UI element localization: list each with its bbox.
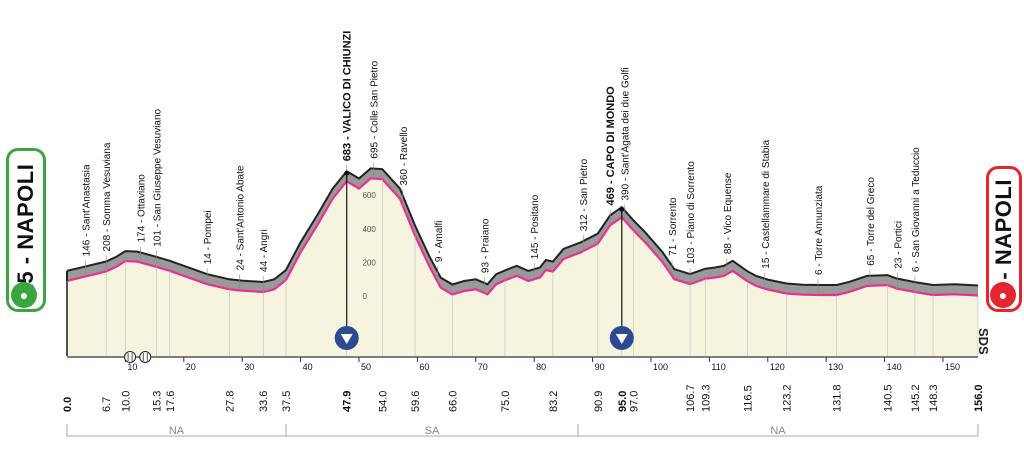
- place-label: 6 - Torre Annunziata: [814, 185, 825, 275]
- altitude-tick-label: 0: [362, 292, 367, 301]
- x-tick-label: 80: [536, 362, 546, 372]
- x-tick-label: 30: [244, 362, 254, 372]
- feed-zone-icon: [139, 351, 152, 363]
- feed-zone-icon: [124, 351, 137, 363]
- km-label: 33.6: [258, 391, 270, 412]
- x-tick-label: 50: [361, 362, 371, 372]
- km-label: 83.2: [548, 391, 560, 412]
- place-label: 93 - Praiano: [481, 218, 492, 273]
- km-label: 106.7: [685, 384, 697, 412]
- x-tick-label: 60: [419, 362, 429, 372]
- x-tick-label: 70: [478, 362, 488, 372]
- x-tick-label: 40: [303, 362, 313, 372]
- place-label: 390 - Sant'Agata dei due Golfi: [621, 67, 632, 200]
- climb-chevron-icon: [615, 334, 628, 344]
- km-label: 156.0: [973, 384, 985, 412]
- place-label: 146 - Sant'Anastasia: [82, 164, 93, 256]
- place-label: 65 - Torre del Greco: [866, 177, 877, 266]
- km-label: 47.9: [342, 391, 354, 412]
- place-label: 469 - CAPO DI MONDO: [605, 86, 617, 206]
- x-tick-label: 120: [770, 362, 785, 372]
- region-bracket: [577, 424, 979, 437]
- place-label: 15 - Castellammare di Stabia: [761, 139, 772, 268]
- x-tick-label: 100: [653, 362, 668, 372]
- km-label: 10.0: [120, 391, 132, 412]
- profile-body: [67, 178, 978, 356]
- place-label: 360 - Ravello: [399, 126, 410, 185]
- cyclist-start-icon: ●: [11, 282, 37, 308]
- km-label: 90.9: [593, 391, 605, 412]
- region-label: SA: [425, 425, 440, 437]
- x-tick-label: 90: [595, 362, 605, 372]
- x-tick-label: 110: [711, 362, 725, 372]
- route-line: [66, 177, 979, 297]
- altitude-tick-label: 600: [362, 191, 376, 200]
- place-label: 24 - Sant'Antonio Abate: [235, 165, 246, 270]
- altitude-tick-label: 200: [362, 258, 376, 267]
- x-tick-label: 20: [186, 362, 196, 372]
- km-label: 109.3: [700, 384, 712, 412]
- climb-top-dot: [344, 170, 350, 176]
- place-label: 23 - Portici: [893, 221, 904, 269]
- x-tick-label: 10: [127, 362, 137, 372]
- x-tick-label: 140: [887, 362, 902, 372]
- place-label: 145 - Positano: [530, 194, 541, 259]
- km-label: 123.2: [781, 384, 793, 412]
- x-tick-label: 130: [828, 362, 843, 372]
- place-label: 208 - Somma Vesuviana: [102, 142, 113, 251]
- km-label: 37.5: [281, 391, 293, 412]
- km-label: 59.6: [410, 391, 422, 412]
- region-label: NA: [770, 425, 786, 437]
- place-label: 9 - Amalfi: [434, 220, 445, 262]
- km-label: 145.2: [910, 384, 922, 412]
- km-label: 54.0: [377, 391, 389, 412]
- region-label: NA: [169, 425, 185, 437]
- place-label: 6 - San Giovanni a Teduccio: [911, 147, 922, 272]
- climb-chevron-icon: [340, 334, 353, 344]
- km-label: 0.0: [62, 397, 74, 412]
- km-label: 27.8: [224, 391, 236, 412]
- place-label: 683 - VALICO DI CHIUNZI: [342, 31, 354, 162]
- km-label: 131.8: [832, 384, 844, 412]
- km-label: 97.0: [628, 391, 640, 412]
- km-label: 6.7: [101, 397, 113, 412]
- km-label: 75.0: [500, 391, 512, 412]
- altitude-tick-label: 400: [362, 225, 376, 234]
- km-label: 140.5: [882, 384, 894, 412]
- km-label: 116.5: [742, 385, 754, 412]
- place-label: 44 - Angri: [259, 229, 270, 272]
- x-tick-label: 150: [945, 362, 960, 372]
- place-label: 14 - Pompei: [203, 210, 214, 264]
- place-label: 174 - Ottaviano: [137, 174, 148, 243]
- place-label: 101 - San Giuseppe Vesuviano: [152, 108, 163, 246]
- profile-band: [67, 168, 978, 296]
- km-label: 95.0: [617, 391, 629, 412]
- place-label: 103 - Piano di Sorrento: [686, 161, 697, 264]
- place-label: 695 - Colle San Pietro: [370, 60, 381, 158]
- km-label: 15.3: [151, 391, 163, 412]
- km-label: 66.0: [447, 391, 459, 412]
- place-label: 88 - Vico Equense: [723, 172, 734, 254]
- place-label: 312 - San Pietro: [579, 158, 590, 231]
- profile-top-edge: [66, 167, 979, 287]
- place-label: 71 - Sorrento: [668, 197, 679, 256]
- km-label: 17.6: [165, 391, 177, 412]
- climb-top-dot: [619, 206, 625, 212]
- km-label: 148.3: [928, 384, 940, 412]
- cyclist-finish-icon: ●: [990, 282, 1016, 308]
